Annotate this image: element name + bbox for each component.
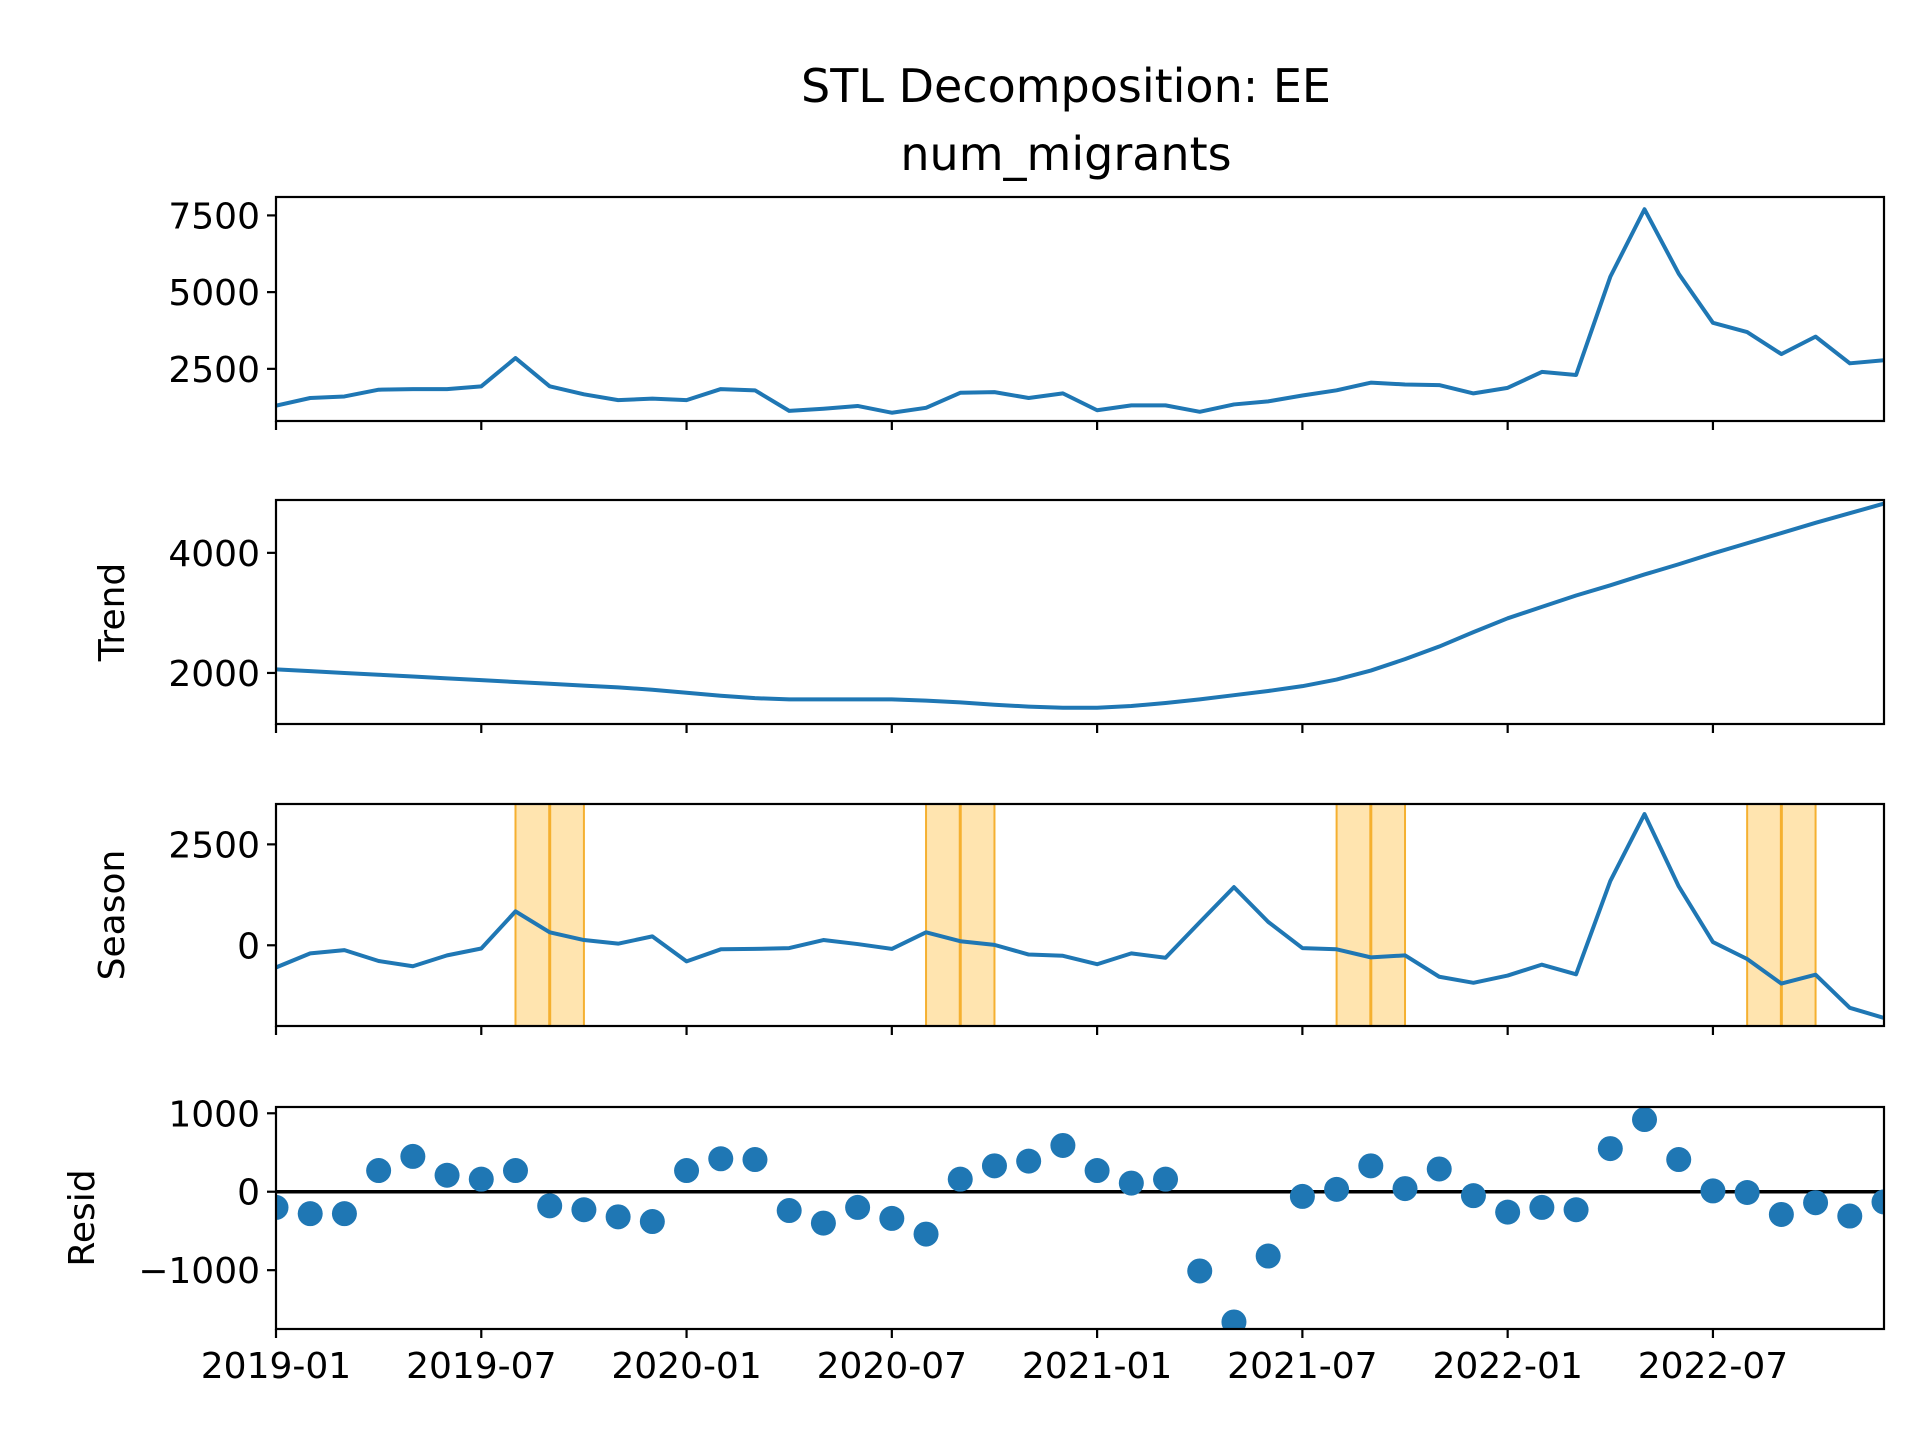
panel-frame-resid — [274, 1105, 1886, 1331]
x-tick-label: 2021-07 — [1227, 1346, 1377, 1387]
resid-point — [947, 1166, 973, 1192]
resid-point — [776, 1198, 802, 1224]
y-axis-label-season: Season — [92, 850, 133, 981]
y-tick-label: 1000 — [168, 1094, 260, 1135]
resid-point — [1563, 1197, 1589, 1223]
panel-frame-trend — [274, 498, 1886, 726]
resid-point — [1871, 1189, 1884, 1215]
resid-point — [879, 1205, 905, 1231]
y-tick-label: 0 — [237, 926, 260, 967]
resid-point — [1289, 1183, 1315, 1209]
resid-point — [1118, 1170, 1144, 1196]
resid-point — [1768, 1201, 1794, 1227]
x-tick-label: 2022-01 — [1432, 1346, 1582, 1387]
resid-point — [1358, 1153, 1384, 1179]
panel-frame-observed — [274, 195, 1886, 423]
resid-point — [742, 1147, 768, 1173]
resid-point — [1016, 1148, 1042, 1174]
y-tick-label: 4000 — [168, 534, 260, 575]
resid-point — [1700, 1178, 1726, 1204]
resid-point — [331, 1201, 357, 1227]
resid-point — [1187, 1258, 1213, 1284]
resid-point — [674, 1158, 700, 1184]
resid-point — [434, 1162, 460, 1188]
x-tick-label: 2022-07 — [1638, 1346, 1788, 1387]
resid-point — [845, 1194, 871, 1220]
x-tick-label: 2019-07 — [406, 1346, 556, 1387]
resid-point — [502, 1158, 528, 1184]
plot-area-trend — [276, 501, 1884, 710]
resid-point — [1153, 1166, 1179, 1192]
y-tick-label: −1000 — [138, 1251, 260, 1292]
resid-point — [366, 1158, 392, 1184]
resid-point — [1460, 1183, 1486, 1209]
chart-title: STL Decomposition: EE — [801, 59, 1331, 113]
resid-point — [1324, 1176, 1350, 1202]
plot-area-season — [276, 804, 1884, 1026]
plot-area-resid — [276, 1107, 1884, 1329]
resid-point — [1050, 1132, 1076, 1158]
resid-point — [605, 1204, 631, 1230]
resid-point — [708, 1146, 734, 1172]
y-tick-label: 0 — [237, 1173, 260, 1214]
resid-point — [537, 1193, 563, 1219]
y-axis-label-trend: Trend — [92, 563, 133, 663]
x-tick-label: 2020-07 — [817, 1346, 967, 1387]
resid-point — [571, 1197, 597, 1223]
y-tick-label: 2500 — [168, 825, 260, 866]
resid-point — [1255, 1243, 1281, 1269]
resid-point — [1529, 1194, 1555, 1220]
panel-frame-season — [274, 802, 1886, 1028]
y-axis-label-resid: Resid — [62, 1169, 103, 1266]
series-line-season — [276, 812, 1884, 1020]
resid-point — [1221, 1309, 1247, 1329]
panel-trend: 2000 4000 Trend — [92, 498, 1886, 733]
resid-point — [1495, 1199, 1521, 1225]
resid-point — [400, 1143, 426, 1169]
resid-point — [297, 1201, 323, 1227]
x-tick-label: 2020-01 — [611, 1346, 761, 1387]
resid-point — [810, 1210, 836, 1236]
y-tick-label: 5000 — [168, 273, 260, 314]
resid-point — [1666, 1147, 1692, 1173]
resid-point — [468, 1166, 494, 1192]
panels: 2500 5000 7500 2000 4000 Trend 0 2500 Season −100… — [62, 195, 1886, 1387]
resid-point — [913, 1221, 939, 1247]
y-tick-label: 7500 — [168, 196, 260, 237]
resid-point — [1734, 1180, 1760, 1206]
panel-resid: −1000 0 1000 Resid 2019-01 2019-07 2020-01 2020… — [62, 1094, 1886, 1387]
panel-observed: 2500 5000 7500 — [168, 195, 1886, 430]
resid-point — [1597, 1136, 1623, 1162]
series-line-observed — [276, 207, 1884, 415]
resid-point — [1392, 1176, 1418, 1202]
resid-point — [1803, 1190, 1829, 1216]
chart-subtitle: num_migrants — [900, 127, 1231, 181]
resid-point — [981, 1153, 1007, 1179]
plot-area-observed — [276, 207, 1884, 415]
resid-point — [1837, 1203, 1863, 1229]
resid-point — [639, 1209, 665, 1235]
y-tick-label: 2000 — [168, 654, 260, 695]
panel-season: 0 2500 Season — [92, 802, 1886, 1035]
series-line-trend — [276, 501, 1884, 710]
resid-point — [1426, 1156, 1452, 1182]
resid-point — [1084, 1158, 1110, 1184]
resid-point — [1632, 1107, 1658, 1133]
y-tick-label: 2500 — [168, 350, 260, 391]
x-tick-label: 2021-01 — [1022, 1346, 1172, 1387]
resid-point — [276, 1194, 289, 1220]
x-tick-label: 2019-01 — [201, 1346, 351, 1387]
